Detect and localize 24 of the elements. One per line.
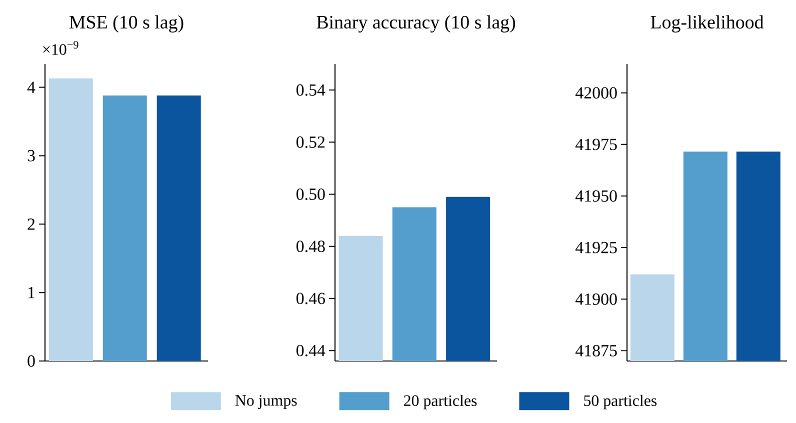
- legend-label: 20 particles: [404, 394, 477, 410]
- y-tick-label: 2: [28, 218, 35, 230]
- y-tick-label: 0.50: [296, 188, 325, 200]
- text: ×10$^{−9}$: [43, 41, 78, 55]
- chart-title: MSE (10 s lag): [69, 15, 184, 32]
- y-tick-label: 1: [28, 286, 34, 298]
- y-tick-label: 0.52: [296, 136, 325, 148]
- y-tick-label: 41900: [575, 293, 617, 305]
- y-tick-label: 41950: [575, 190, 617, 202]
- legend-label: 50 particles: [584, 394, 657, 410]
- y-tick-label: 4: [27, 82, 36, 93]
- chart-title: Binary accuracy (10 s lag): [316, 15, 516, 32]
- y-tick-label: 0.46: [296, 292, 325, 304]
- chart-title: Log-likelihood: [650, 15, 764, 32]
- y-tick-label: 3: [28, 150, 35, 162]
- y-tick-label: 41875: [575, 344, 617, 356]
- y-tick-label: 0.48: [296, 240, 325, 252]
- y-tick-label: 0.44: [296, 344, 326, 356]
- y-tick-label: 41975: [575, 138, 617, 150]
- y-tick-label: 0: [28, 355, 35, 367]
- y-tick-label: 41925: [575, 242, 617, 254]
- y-tick-label: 42000: [575, 87, 617, 99]
- legend-label: No jumps: [235, 395, 297, 410]
- y-tick-label: 0.54: [296, 84, 326, 96]
